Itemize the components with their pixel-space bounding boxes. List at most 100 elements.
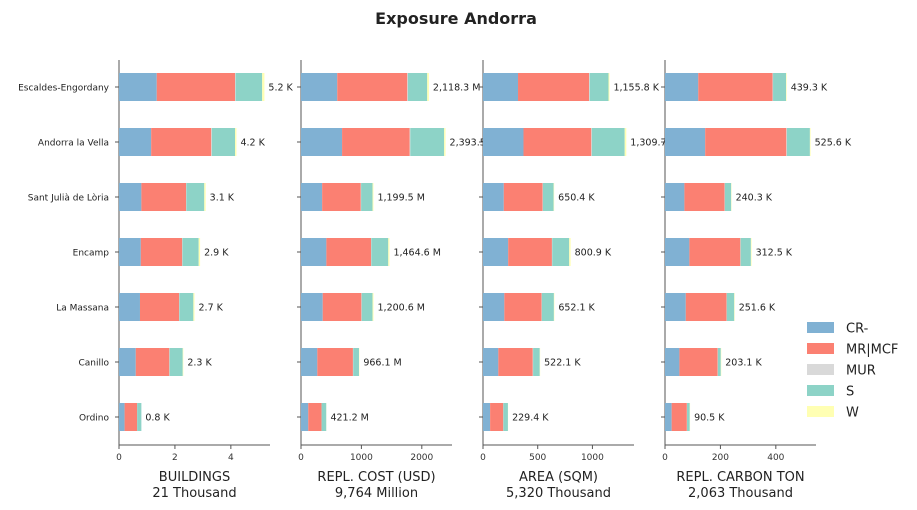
total-label: 525.6 K bbox=[815, 138, 852, 149]
bar-segment-cr bbox=[483, 183, 504, 211]
x-axis-sublabel: 9,764 Million bbox=[335, 486, 418, 501]
bar-segment-s bbox=[726, 293, 735, 321]
bar-segment-w bbox=[608, 73, 610, 101]
x-tick-label: 1000 bbox=[581, 453, 604, 463]
bar-segment-cr bbox=[301, 128, 343, 156]
bar-segment-w bbox=[262, 73, 265, 101]
bar-segment-cr bbox=[301, 293, 323, 321]
total-label: 251.6 K bbox=[739, 303, 776, 314]
legend-item: W bbox=[807, 406, 859, 421]
bar-segment-mr-mcf bbox=[504, 293, 542, 321]
legend-label: CR- bbox=[846, 322, 869, 337]
bar-segment-mr-mcf bbox=[498, 348, 533, 376]
bar-segment-s bbox=[179, 293, 194, 321]
category-label: Escaldes-Engordany bbox=[18, 84, 110, 94]
bar-segment-mr-mcf bbox=[705, 128, 787, 156]
category-label: Ordino bbox=[79, 414, 110, 424]
bar-segment-w bbox=[388, 238, 390, 266]
bar-segment-w bbox=[809, 128, 811, 156]
bar-segment-mr-mcf bbox=[685, 293, 727, 321]
x-axis-sublabel: 5,320 Thousand bbox=[506, 486, 611, 501]
bar-segment-mur bbox=[235, 73, 236, 101]
x-axis-label: REPL. COST (USD) bbox=[317, 470, 435, 485]
x-tick-label: 4 bbox=[228, 453, 234, 463]
bar-segment-mr-mcf bbox=[322, 183, 361, 211]
category-label: Encamp bbox=[73, 249, 110, 259]
panel: 0 2 4 5.2 K 4.2 K 3.1 K 2.9 K 2.7 K 2.3 K 0.8 K BU… bbox=[115, 60, 294, 501]
bar-segment-s bbox=[137, 403, 142, 431]
x-tick-label: 2000 bbox=[410, 453, 433, 463]
x-tick-label: 1000 bbox=[350, 453, 373, 463]
x-axis-label: REPL. CARBON TON bbox=[676, 470, 804, 485]
bar-segment-mur bbox=[407, 73, 408, 101]
bar-segment-mr-mcf bbox=[308, 403, 322, 431]
bar-segment-mr-mcf bbox=[671, 403, 687, 431]
legend-swatch bbox=[807, 343, 834, 354]
legend-swatch bbox=[807, 322, 834, 333]
bar-segment-mr-mcf bbox=[490, 403, 504, 431]
panel: 0 1000 2000 2,118.3 M 2,393.5 1,199.5 M 1,464.… bbox=[297, 60, 486, 501]
panel: 0 200 400 439.3 K 525.6 K 240.3 K 312.5 K 251.6… bbox=[661, 60, 852, 501]
bar-segment-s bbox=[589, 73, 609, 101]
total-label: 1,155.8 K bbox=[613, 83, 659, 94]
total-label: 421.2 M bbox=[330, 413, 368, 424]
bar-segment-s bbox=[552, 238, 570, 266]
bar-segment-mr-mcf bbox=[679, 348, 718, 376]
bar-segment-cr bbox=[301, 403, 309, 431]
bar-segment-w bbox=[198, 238, 201, 266]
bar-segment-s bbox=[361, 183, 373, 211]
bar-segment-w bbox=[372, 293, 374, 321]
bar-segment-cr bbox=[301, 348, 318, 376]
category-label: Canillo bbox=[78, 359, 109, 369]
bar-segment-s bbox=[533, 348, 540, 376]
x-axis-sublabel: 21 Thousand bbox=[152, 486, 236, 501]
bar-segment-w bbox=[204, 183, 206, 211]
total-label: 2.9 K bbox=[204, 248, 229, 259]
bar-segment-cr bbox=[665, 128, 706, 156]
bar-segment-mr-mcf bbox=[326, 238, 372, 266]
bar-segment-cr bbox=[119, 128, 152, 156]
bar-segment-cr bbox=[665, 348, 680, 376]
bar-segment-cr bbox=[119, 348, 136, 376]
total-label: 1,464.6 M bbox=[393, 248, 440, 259]
bar-segment-cr bbox=[119, 73, 157, 101]
total-label: 203.1 K bbox=[725, 358, 762, 369]
bar-segment-s bbox=[182, 238, 199, 266]
x-tick-label: 0 bbox=[298, 453, 304, 463]
total-label: 312.5 K bbox=[756, 248, 793, 259]
total-label: 439.3 K bbox=[791, 83, 828, 94]
legend-label: MUR bbox=[846, 364, 876, 379]
legend-item: MR|MCF bbox=[807, 343, 898, 358]
bar-segment-s bbox=[503, 403, 508, 431]
bar-segment-cr bbox=[665, 73, 699, 101]
bar-segment-cr bbox=[665, 183, 685, 211]
legend-swatch bbox=[807, 406, 834, 417]
bar-segment-mur bbox=[211, 128, 212, 156]
bar-segment-mur bbox=[409, 128, 411, 156]
bar-segment-s bbox=[717, 348, 721, 376]
bar-segment-mr-mcf bbox=[523, 128, 592, 156]
bar-segment-s bbox=[740, 238, 751, 266]
bar-segment-mr-mcf bbox=[141, 183, 187, 211]
bar-segment-s bbox=[186, 183, 205, 211]
bar-segment-s bbox=[353, 348, 359, 376]
bar-segment-s bbox=[410, 128, 445, 156]
x-tick-label: 200 bbox=[712, 453, 729, 463]
legend-swatch bbox=[807, 364, 834, 375]
total-label: 2,393.5 bbox=[450, 138, 486, 149]
bar-segment-mr-mcf bbox=[139, 293, 180, 321]
bar-segment-cr bbox=[665, 403, 672, 431]
bar-segment-cr bbox=[119, 183, 142, 211]
legend-item: S bbox=[807, 385, 854, 400]
bar-segment-mr-mcf bbox=[124, 403, 138, 431]
bar-segment-mr-mcf bbox=[337, 73, 408, 101]
bar-segment-mr-mcf bbox=[151, 128, 212, 156]
bar-segment-mr-mcf bbox=[156, 73, 236, 101]
x-axis-label: AREA (SQM) bbox=[519, 470, 598, 485]
total-label: 240.3 K bbox=[736, 193, 773, 204]
legend-item: MUR bbox=[807, 364, 876, 379]
bar-segment-w bbox=[182, 348, 184, 376]
total-label: 2,118.3 M bbox=[433, 83, 480, 94]
bar-segment-mr-mcf bbox=[689, 238, 741, 266]
